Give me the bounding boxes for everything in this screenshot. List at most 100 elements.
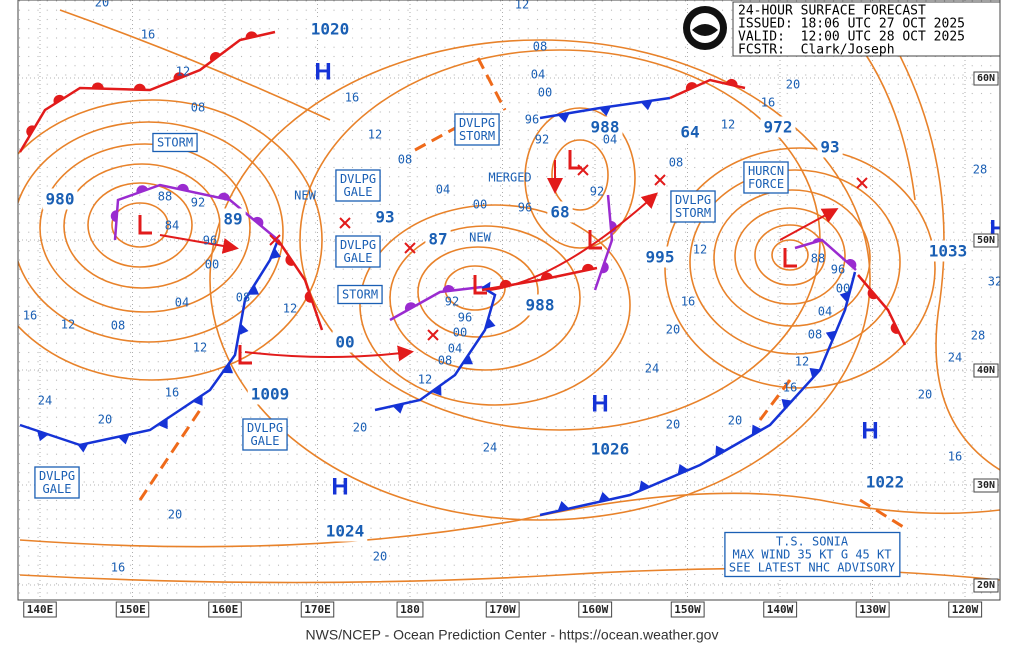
pressure-label-group: 1020: [307, 18, 353, 40]
front-symbol: [209, 52, 221, 62]
label-line: STORM: [459, 129, 495, 143]
label-line: SEE LATEST NHC ADVISORY: [729, 561, 896, 575]
label-line: DVLPG: [459, 116, 495, 130]
pressure-label-box: [372, 206, 398, 228]
longitude-label: 130W: [859, 603, 886, 616]
isobar-label: 88: [158, 190, 172, 204]
header-line: 24-HOUR SURFACE FORECAST: [738, 4, 926, 19]
map-area: STORMDVLPGGALEDVLPGGALESTORMDVLPGSTORMDV…: [18, 0, 1006, 600]
front-symbol: [136, 185, 149, 194]
front-line: [593, 194, 614, 291]
trough: [758, 379, 792, 421]
label-box: [670, 190, 716, 223]
pressure-label-group: 00: [332, 331, 358, 353]
longitude-label-group: 170E: [300, 601, 335, 618]
pressure-label: 1020: [311, 20, 350, 39]
pressure-label: 980: [46, 190, 75, 209]
isobar-label: 16: [165, 386, 179, 400]
pressure-label: 1026: [591, 440, 630, 459]
low-symbols: [138, 150, 868, 365]
isobar-label: 20: [666, 418, 680, 432]
isobar-label: 04: [175, 296, 189, 310]
latitude-label: 60N: [977, 73, 995, 84]
trough: [414, 118, 471, 152]
pressure-label-box: [425, 228, 451, 250]
longitude-label: 170W: [489, 603, 516, 616]
isobar-label: 20: [353, 421, 367, 435]
label-line: GALE: [43, 482, 72, 496]
longitude-label-group: 160E: [208, 601, 242, 618]
pressure-label-group: 1026: [587, 438, 633, 460]
longitude-label-group: 170W: [485, 601, 520, 618]
isobar-label: 08: [669, 156, 683, 170]
high-symbol: H: [331, 473, 348, 500]
isobar-label: 08: [236, 291, 250, 305]
front-symbol: [238, 323, 249, 336]
longitude-label: 140E: [27, 603, 54, 616]
pressure-label-group: 87: [425, 228, 451, 250]
isobar-label: 96: [458, 311, 472, 325]
fronts: [18, 30, 907, 530]
longitude-label: 120W: [952, 603, 979, 616]
pressure-label-group: 64: [677, 121, 703, 143]
front-line: [857, 274, 907, 346]
front-line: [669, 78, 746, 100]
pressure-label-group: 995: [642, 246, 678, 268]
boxed-label: STORM: [152, 132, 198, 153]
isobar-label: 12: [418, 373, 432, 387]
noaa-logo: [683, 6, 727, 50]
latitude-label-group: 30N: [973, 478, 999, 493]
front-symbol: [133, 83, 146, 90]
isobar-label: 32: [988, 275, 1002, 289]
latitude-label-box: [973, 578, 999, 593]
front-symbol: [192, 394, 203, 406]
pressure-label: 1009: [251, 385, 290, 404]
motion-arrows: [159, 160, 873, 600]
pressure-label-box: [925, 240, 971, 262]
front-line: [539, 271, 857, 517]
label-line: DVLPG: [247, 421, 283, 435]
front-symbol: [890, 322, 900, 334]
front-symbol: [270, 247, 281, 260]
longitude-label-box: [578, 601, 613, 618]
isobar-label: 20: [728, 414, 742, 428]
longitude-label-group: 150W: [670, 601, 705, 618]
high-symbol: H: [989, 215, 1006, 242]
front-symbol: [812, 238, 824, 243]
longitude-label-group: 140E: [23, 601, 57, 618]
isobar-label: 88: [811, 252, 825, 266]
isobar-label: 84: [165, 219, 179, 233]
label-box: [454, 113, 500, 146]
label-line: FORCE: [748, 177, 784, 191]
front-symbol: [404, 302, 417, 312]
isobar-label: 00: [473, 198, 487, 212]
pressure-label-box: [677, 121, 703, 143]
front-symbol: [640, 100, 653, 111]
latitude-label: 30N: [977, 480, 995, 491]
latitude-label-box: [973, 363, 999, 378]
latitude-label-group: 20N: [973, 578, 999, 593]
front-symbol: [685, 82, 698, 91]
front-symbol: [442, 284, 455, 292]
pressure-label: 89: [223, 210, 242, 229]
latitude-label-box: [973, 478, 999, 493]
isobar-label: 08: [398, 153, 412, 167]
pressure-label: 1022: [866, 473, 905, 492]
isobar-label: 00: [205, 258, 219, 272]
latitude-label-group: 50N: [973, 233, 999, 248]
pressure-label-box: [307, 18, 353, 40]
label-line: DVLPG: [340, 172, 376, 186]
front-symbol: [157, 418, 168, 430]
pressure-label-group: 1022: [862, 471, 908, 493]
isobar-label: 00: [836, 282, 850, 296]
pressure-label-box: [42, 188, 78, 210]
isobar-label: 08: [533, 40, 547, 54]
isobar-label: 16: [345, 91, 359, 105]
isobar-label: 00: [538, 86, 552, 100]
longitude-label-box: [23, 601, 57, 618]
label-line: GALE: [344, 251, 373, 265]
front-symbol: [173, 72, 186, 81]
label-line: DVLPG: [340, 238, 376, 252]
pressure-label-box: [332, 331, 358, 353]
